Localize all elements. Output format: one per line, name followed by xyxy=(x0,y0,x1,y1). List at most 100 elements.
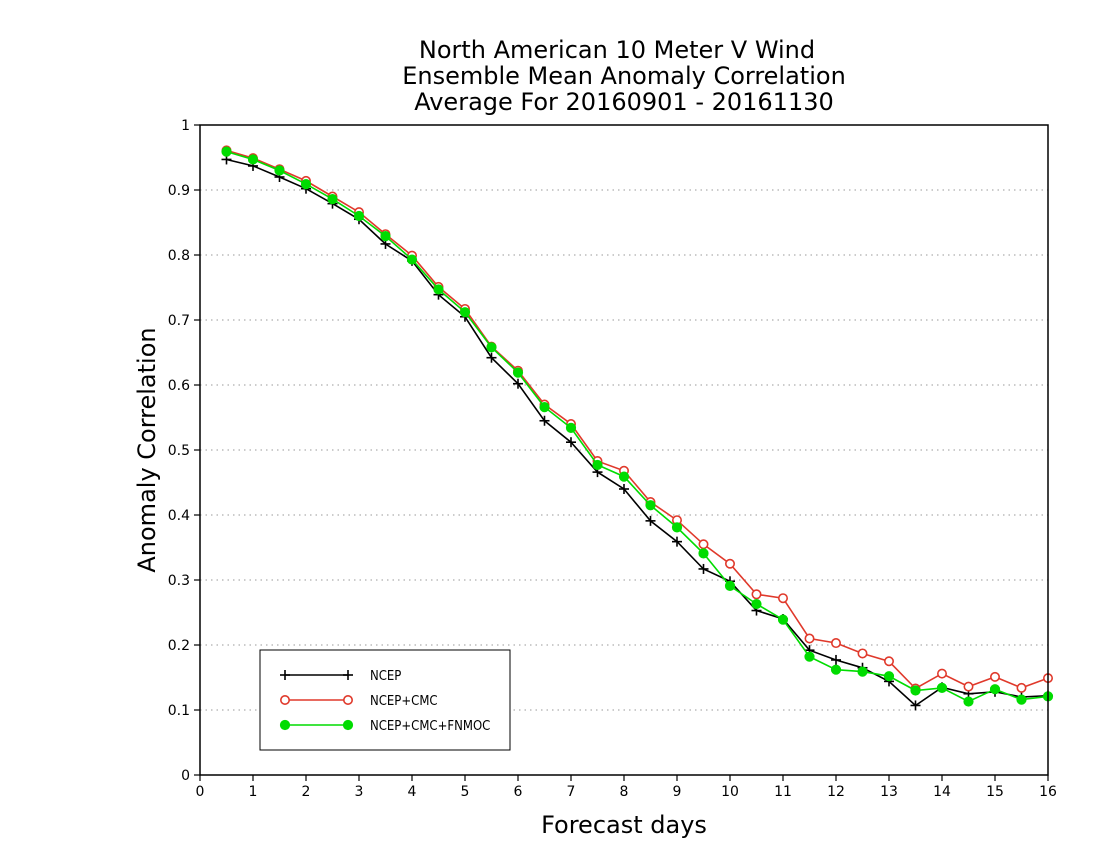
data-point-open-circle xyxy=(883,656,894,667)
data-point-filled-circle xyxy=(592,459,603,471)
data-point-plus xyxy=(539,415,550,426)
data-point-plus xyxy=(910,700,921,711)
data-point-open-circle xyxy=(724,558,735,569)
data-point-filled-circle xyxy=(342,719,354,731)
data-point-open-circle xyxy=(1016,682,1027,693)
x-axis-label: Forecast days xyxy=(541,811,707,839)
data-point-filled-circle xyxy=(645,500,656,511)
x-tick-label: 15 xyxy=(986,784,1004,800)
data-point-plus xyxy=(343,670,353,680)
x-tick-label: 6 xyxy=(514,784,523,800)
data-point-filled-circle xyxy=(406,254,418,265)
data-point-filled-circle xyxy=(751,598,762,610)
y-axis-label: Anomaly Correlation xyxy=(133,327,161,572)
x-tick-label: 13 xyxy=(880,784,898,800)
data-point-filled-circle xyxy=(910,685,921,696)
grid-lines xyxy=(200,189,1048,711)
x-tick-label: 0 xyxy=(196,784,205,800)
data-point-plus xyxy=(672,536,682,547)
x-tick-label: 5 xyxy=(461,784,470,800)
data-point-filled-circle xyxy=(777,614,789,625)
data-point-filled-circle xyxy=(300,179,312,190)
data-point-filled-circle xyxy=(857,666,868,677)
y-tick-label: 0.9 xyxy=(168,183,190,199)
data-point-filled-circle xyxy=(274,165,285,176)
data-point-filled-circle xyxy=(380,231,391,242)
data-point-filled-circle xyxy=(221,146,232,157)
data-point-plus xyxy=(486,352,497,363)
legend-item-1: NCEP+CMC xyxy=(279,694,438,709)
series-line-1 xyxy=(226,149,1049,690)
data-point-filled-circle xyxy=(539,402,550,413)
data-point-filled-circle xyxy=(989,684,1001,695)
data-point-open-circle xyxy=(963,681,974,692)
data-point-filled-circle xyxy=(671,522,683,533)
x-tick-label: 14 xyxy=(933,784,951,800)
data-point-plus xyxy=(619,484,629,494)
y-tick-label: 0.6 xyxy=(168,378,190,394)
data-point-open-circle xyxy=(857,648,868,659)
series-0 xyxy=(221,154,1053,711)
data-point-open-circle xyxy=(777,593,788,604)
y-tick-label: 0.2 xyxy=(168,638,190,654)
data-point-open-circle xyxy=(830,638,841,649)
y-tick-label: 0.7 xyxy=(168,313,190,329)
data-point-filled-circle xyxy=(512,367,524,378)
y-tick-label: 0.8 xyxy=(168,248,190,264)
data-point-filled-circle xyxy=(279,719,291,731)
data-point-filled-circle xyxy=(433,284,444,295)
y-tick-label: 0.3 xyxy=(168,573,190,589)
data-point-open-circle xyxy=(751,589,762,600)
x-tick-label: 4 xyxy=(408,784,417,800)
x-tick-label: 10 xyxy=(721,784,739,800)
x-tick-label: 16 xyxy=(1039,784,1057,800)
y-axis: 0 0.1 0.2 0.3 0.4 0.5 0.6 0.7 0.8 0.9 1 xyxy=(168,118,200,784)
data-point-filled-circle xyxy=(247,154,259,165)
data-point-plus xyxy=(698,563,709,574)
x-tick-label: 7 xyxy=(567,784,576,800)
title-line-2: Ensemble Mean Anomaly Correlation xyxy=(402,62,846,90)
data-point-filled-circle xyxy=(353,210,365,222)
series-1 xyxy=(221,145,1054,694)
data-point-filled-circle xyxy=(565,422,577,433)
data-point-filled-circle xyxy=(963,696,974,707)
data-point-filled-circle xyxy=(459,307,471,318)
series-line-0 xyxy=(226,158,1049,707)
legend-label: NCEP+CMC xyxy=(370,694,438,709)
data-point-open-circle xyxy=(989,671,1000,682)
data-point-filled-circle xyxy=(327,194,338,205)
y-tick-label: 0.1 xyxy=(168,703,190,719)
data-point-filled-circle xyxy=(883,671,895,682)
legend-label: NCEP+CMC+FNMOC xyxy=(370,719,490,734)
series-line-2 xyxy=(226,150,1049,703)
x-tick-label: 1 xyxy=(249,784,258,800)
y-tick-label: 1 xyxy=(181,118,190,134)
x-tick-label: 2 xyxy=(302,784,311,800)
y-tick-label: 0.5 xyxy=(168,443,190,459)
x-tick-label: 8 xyxy=(620,784,629,800)
data-point-filled-circle xyxy=(1016,694,1027,705)
data-point-open-circle xyxy=(279,694,290,705)
x-tick-label: 3 xyxy=(355,784,364,800)
chart-title: North American 10 Meter V Wind Ensemble … xyxy=(402,36,846,116)
x-axis: 0 1 2 3 4 5 6 7 8 9 10 11 12 13 14 15 16 xyxy=(196,775,1057,800)
data-point-plus xyxy=(645,515,656,526)
data-point-open-circle xyxy=(804,633,815,644)
title-line-1: North American 10 Meter V Wind xyxy=(419,36,815,64)
data-point-plus xyxy=(566,437,576,448)
data-point-filled-circle xyxy=(936,682,948,694)
legend: NCEP NCEP+CMC NCEP+CMC+FNMOC xyxy=(259,649,511,751)
data-point-filled-circle xyxy=(804,651,815,662)
data-point-filled-circle xyxy=(830,664,842,675)
legend-item-0: NCEP xyxy=(280,669,401,684)
data-point-filled-circle xyxy=(618,471,630,482)
legend-item-2: NCEP+CMC+FNMOC xyxy=(279,719,490,734)
data-point-filled-circle xyxy=(486,342,497,353)
title-line-3: Average For 20160901 - 20161130 xyxy=(414,88,834,116)
data-point-open-circle xyxy=(342,694,353,705)
x-tick-label: 11 xyxy=(774,784,792,800)
data-point-filled-circle xyxy=(724,580,736,591)
x-tick-label: 12 xyxy=(827,784,845,800)
y-tick-label: 0 xyxy=(181,768,190,784)
